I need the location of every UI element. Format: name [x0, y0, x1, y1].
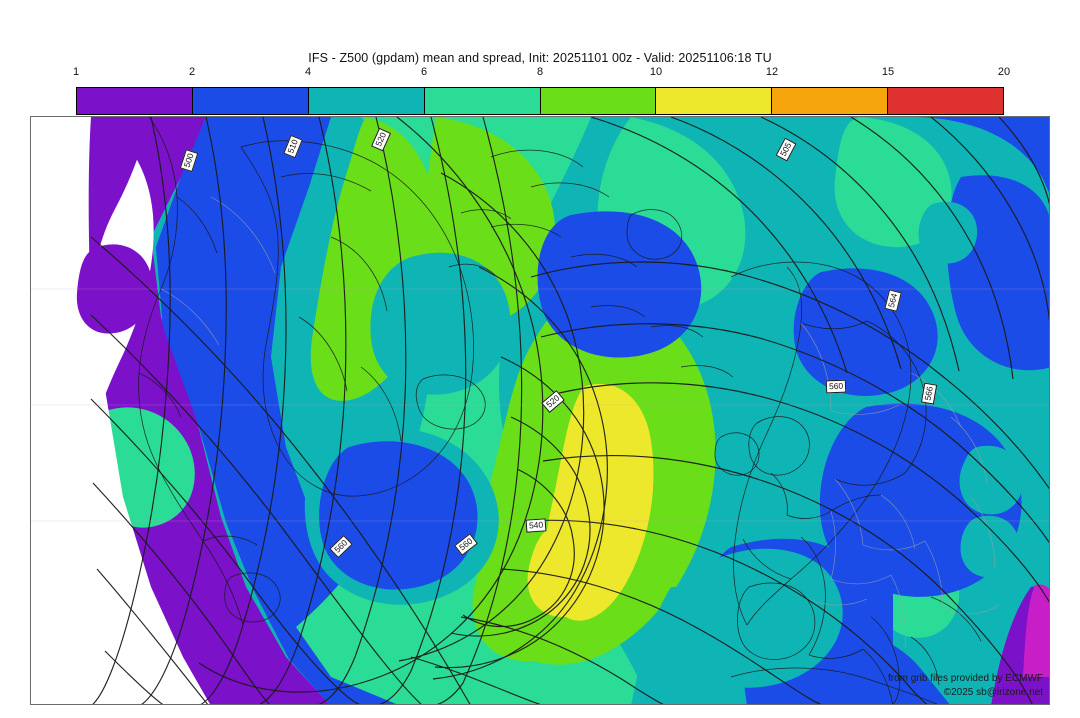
map-field-svg [31, 117, 1049, 704]
forecast-map[interactable]: 500 510 520 505 520 540 560 560 564 560 … [30, 116, 1050, 705]
contour-label: 560 [825, 379, 847, 394]
colorbar-segment-4-6 [308, 88, 425, 114]
colorbar-tick: 20 [997, 66, 1011, 78]
colorbar: 1 2 4 6 8 10 12 15 20 [73, 66, 1010, 115]
colorbar-segment-8-10 [540, 88, 657, 114]
colorbar-segment-6-8 [424, 88, 541, 114]
contour-label: 540 [525, 518, 547, 533]
colorbar-tick: 4 [304, 66, 312, 78]
colorbar-ticks: 1 2 4 6 8 10 12 15 20 [72, 66, 1010, 82]
colorbar-tick: 10 [649, 66, 663, 78]
colorbar-tick: 8 [536, 66, 544, 78]
map-canvas: 500 510 520 505 520 540 560 560 564 560 … [31, 117, 1049, 704]
colorbar-tick: 12 [765, 66, 779, 78]
colorbar-tick: 1 [72, 66, 80, 78]
colorbar-gradient [76, 87, 1004, 115]
colorbar-segment-2-4 [192, 88, 309, 114]
colorbar-tick: 6 [420, 66, 428, 78]
colorbar-segment-12-15 [772, 88, 889, 114]
colorbar-tick: 2 [188, 66, 196, 78]
colorbar-segment-15-20 [888, 88, 1003, 114]
colorbar-segment-10-12 [656, 88, 773, 114]
page-title: IFS - Z500 (gpdam) mean and spread, Init… [308, 51, 772, 65]
colorbar-segment-1-2 [77, 88, 193, 114]
colorbar-tick: 15 [881, 66, 895, 78]
